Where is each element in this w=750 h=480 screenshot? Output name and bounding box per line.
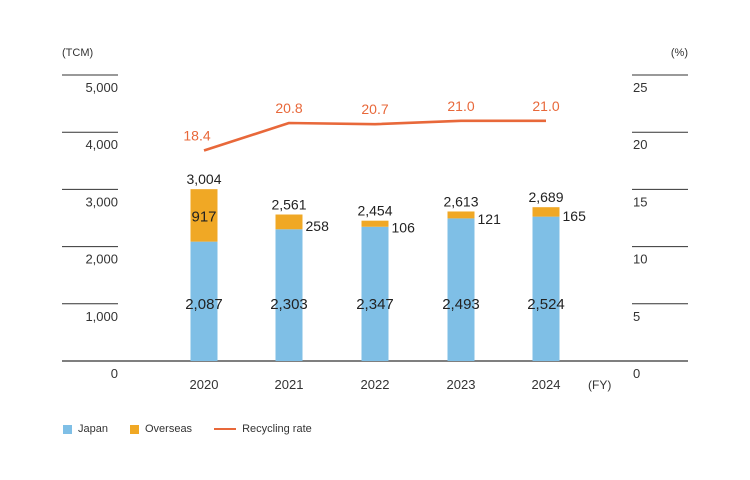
y-left-tick-label: 0 — [111, 366, 118, 381]
legend-swatch-overseas — [129, 424, 139, 434]
data-label-recycling-rate: 18.4 — [183, 128, 210, 144]
data-label-recycling-rate: 21.0 — [532, 98, 559, 114]
data-label-total: 2,454 — [357, 203, 392, 219]
bar-overseas — [190, 189, 218, 242]
data-label-recycling-rate: 20.8 — [275, 100, 302, 116]
bar-japan — [447, 218, 475, 361]
legend-item-recycling-rate: Recycling rate — [214, 423, 312, 435]
data-label-overseas: 258 — [306, 218, 330, 234]
bar-overseas — [532, 207, 560, 217]
bar-japan — [190, 241, 218, 361]
y-right-tick-label: 15 — [633, 194, 647, 209]
x-tick-label: 2024 — [532, 377, 561, 392]
bar-overseas — [361, 220, 389, 227]
x-tick-label: 2022 — [361, 377, 390, 392]
y-right-tick-label: 25 — [633, 80, 647, 95]
legend-swatch-recycling-rate — [214, 428, 237, 430]
bar-overseas — [275, 214, 303, 230]
legend-label-japan: Japan — [78, 423, 108, 435]
legend-swatch-japan — [63, 424, 72, 434]
y-left-tick-label: 2,000 — [85, 252, 118, 267]
y-right-unit: (%) — [671, 47, 688, 59]
y-left-tick-label: 1,000 — [85, 309, 118, 324]
data-label-total: 2,689 — [528, 189, 563, 205]
data-label-total: 2,613 — [443, 193, 478, 209]
y-left-tick-label: 5,000 — [85, 80, 118, 95]
y-left-unit: (TCM) — [62, 47, 93, 59]
y-left-tick-label: 4,000 — [85, 137, 118, 152]
x-tick-label: 2020 — [190, 377, 219, 392]
data-label-japan: 2,493 — [442, 296, 480, 313]
data-label-total: 3,004 — [186, 171, 221, 187]
legend-item-overseas: Overseas — [129, 423, 193, 435]
bar-japan — [361, 226, 389, 361]
legend-item-japan: Japan — [63, 423, 108, 435]
bar-overseas — [447, 211, 475, 219]
bar-japan — [275, 229, 303, 361]
data-label-overseas: 917 — [191, 208, 216, 225]
data-label-overseas: 165 — [563, 208, 587, 224]
line-recycling-rate — [203, 119, 546, 152]
y-right-tick-label: 20 — [633, 137, 647, 152]
legend-label-recycling-rate: Recycling rate — [242, 423, 312, 435]
bar-japan — [532, 216, 560, 361]
data-label-overseas: 121 — [478, 211, 502, 227]
data-label-total: 2,561 — [271, 197, 306, 213]
y-right-tick-label: 0 — [633, 366, 640, 381]
data-label-japan: 2,087 — [185, 296, 223, 313]
legend-label-overseas: Overseas — [144, 423, 193, 435]
data-label-japan: 2,347 — [356, 296, 394, 313]
legend: Japan Overseas Recycling rate — [63, 423, 334, 435]
data-label-recycling-rate: 20.7 — [361, 101, 388, 117]
x-unit: (FY) — [588, 378, 611, 392]
data-label-japan: 2,524 — [527, 296, 565, 313]
data-label-japan: 2,303 — [270, 296, 308, 313]
y-left-tick-label: 3,000 — [85, 194, 118, 209]
data-label-overseas: 106 — [392, 220, 416, 236]
y-right-tick-label: 5 — [633, 309, 640, 324]
y-right-tick-label: 10 — [633, 252, 647, 267]
x-tick-label: 2023 — [447, 377, 476, 392]
x-tick-label: 2021 — [275, 377, 304, 392]
data-label-recycling-rate: 21.0 — [447, 98, 474, 114]
